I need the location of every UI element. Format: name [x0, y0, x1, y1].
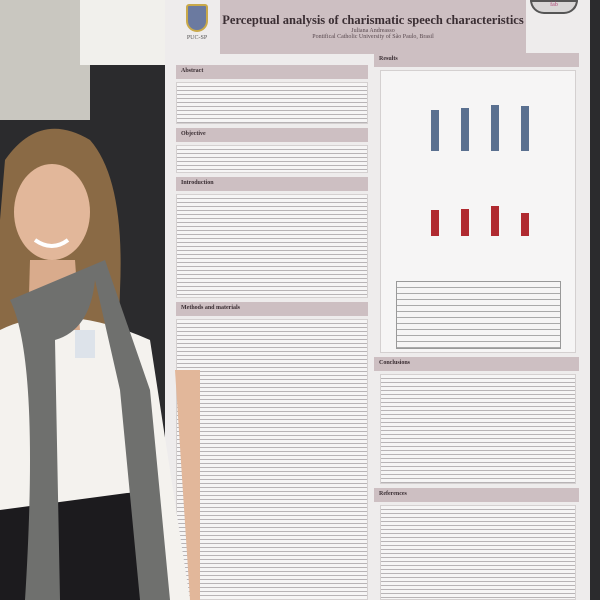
bar — [431, 209, 439, 236]
methods-header: Methods and materials — [176, 302, 368, 316]
bar — [461, 107, 469, 151]
affiliation: Pontifical Catholic University of São Pa… — [312, 34, 434, 40]
introduction-text — [176, 194, 368, 298]
arm — [175, 370, 200, 600]
bar — [491, 205, 499, 236]
results-header: Results — [374, 53, 579, 67]
poster-title: Perceptual analysis of charismatic speec… — [222, 13, 524, 27]
abstract-text — [176, 82, 368, 124]
title-banner: Perceptual analysis of charismatic speec… — [220, 0, 526, 54]
conclusions-text — [380, 374, 576, 484]
worst-speaker-chart — [421, 181, 541, 236]
puc-sp-logo: PUC-SP — [180, 4, 214, 50]
partner-logo: fab — [530, 0, 578, 14]
paper-sheet — [80, 0, 165, 65]
name-badge — [75, 330, 95, 358]
introduction-header: Introduction — [176, 177, 368, 191]
abstract-header: Abstract — [176, 65, 368, 79]
references-header: References — [374, 488, 579, 502]
bar — [491, 105, 499, 151]
best-speaker-chart — [421, 91, 541, 151]
bar — [461, 209, 469, 236]
gray-scarf — [10, 260, 170, 600]
wall — [0, 0, 90, 120]
methods-text — [176, 319, 368, 600]
logo-text: PUC-SP — [186, 35, 208, 41]
smile — [33, 238, 70, 248]
objective-header: Objective — [176, 128, 368, 142]
conclusions-header: Conclusions — [374, 357, 579, 371]
results-panel — [380, 70, 576, 353]
bar — [521, 213, 529, 236]
objective-text — [176, 145, 368, 173]
bar — [521, 106, 529, 151]
bar — [431, 109, 439, 151]
author: Juliana Andreasso — [351, 28, 395, 34]
partner-logo-text: fab — [550, 2, 558, 8]
voice-quality-table — [396, 281, 561, 349]
face — [14, 164, 90, 260]
woman-photo — [0, 128, 200, 600]
references-text — [380, 505, 576, 600]
